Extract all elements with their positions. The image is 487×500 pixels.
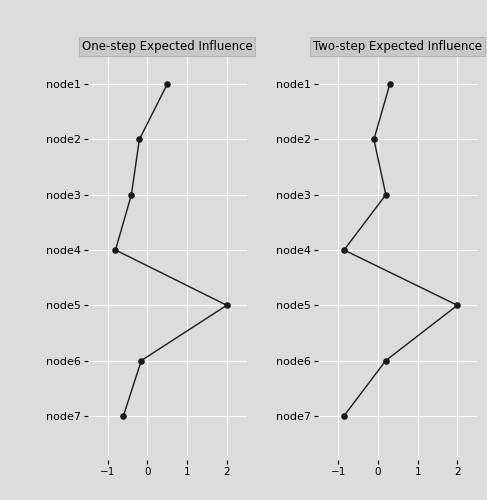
Point <box>137 356 145 364</box>
Point <box>382 190 390 198</box>
Point <box>382 356 390 364</box>
Point <box>135 136 143 143</box>
Point <box>128 190 135 198</box>
Point <box>163 80 171 88</box>
Point <box>223 302 231 310</box>
Point <box>453 302 461 310</box>
Text: Two-step Expected Influence: Two-step Expected Influence <box>313 40 482 53</box>
Point <box>340 246 348 254</box>
Point <box>370 136 378 143</box>
Point <box>340 412 348 420</box>
Point <box>119 412 127 420</box>
Text: One-step Expected Influence: One-step Expected Influence <box>82 40 253 53</box>
Point <box>386 80 393 88</box>
Point <box>112 246 119 254</box>
